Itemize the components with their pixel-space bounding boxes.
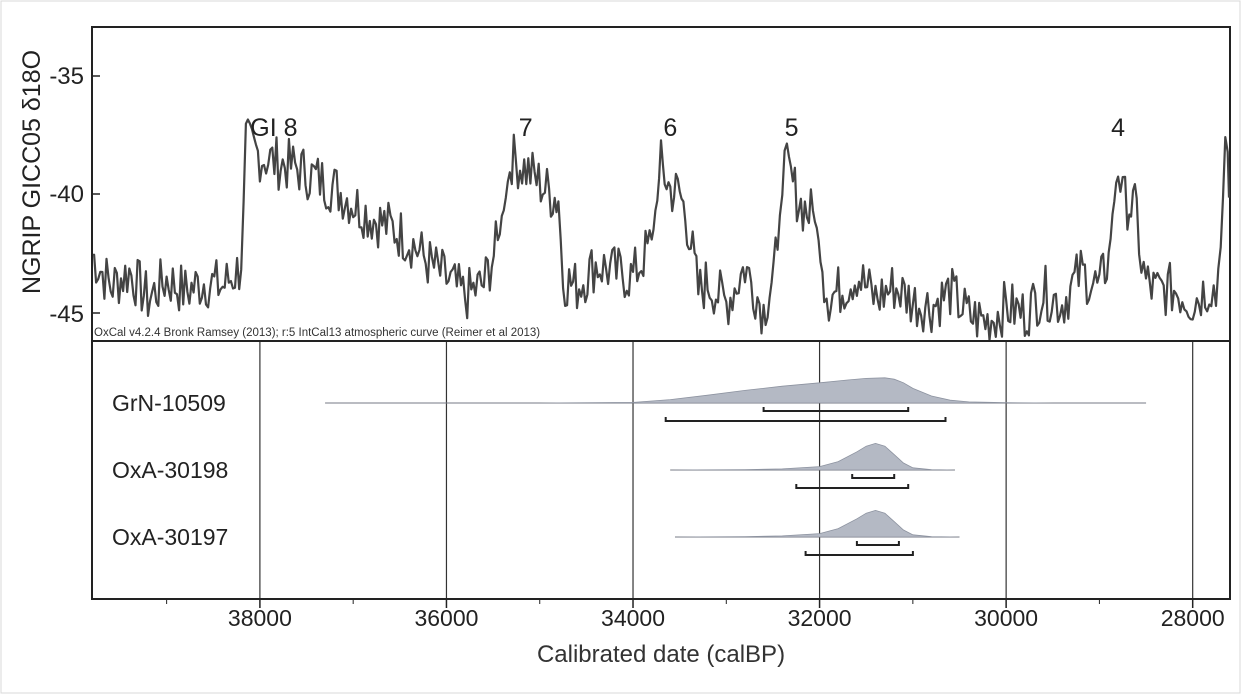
sample-oxa-30198: OxA-30198 [112, 442, 955, 489]
vertical-grid-lines [259, 341, 1194, 599]
y-tick-label: -45 [49, 301, 84, 328]
calibration-panel: GrN-10509 OxA-30198 OxA-30197 38000 36000 34… [91, 340, 1231, 668]
sample-label: OxA-30198 [112, 457, 228, 483]
probability-range-bracket [855, 541, 900, 546]
x-tick-label: 32000 [788, 605, 852, 631]
x-tick-label: 36000 [414, 605, 478, 631]
probability-range-bracket [851, 474, 896, 479]
probability-range-bracket [762, 407, 910, 412]
interstadial-label: 4 [1111, 114, 1125, 142]
interstadial-labels: GI 8 7 6 5 4 [250, 114, 1125, 142]
calibration-plot-frame [91, 340, 1231, 600]
probability-distribution [674, 509, 960, 538]
x-axis-label: Calibrated date (calBP) [537, 641, 785, 668]
probability-range-bracket [795, 484, 910, 489]
probability-range-bracket [804, 551, 914, 556]
ice-core-plot-frame [91, 26, 1231, 342]
sample-oxa-30197: OxA-30197 [112, 509, 960, 556]
oxcal-credit: OxCal v4.2.4 Bronk Ramsey (2013); r:5 In… [94, 327, 540, 339]
interstadial-label: 7 [519, 114, 533, 142]
probability-range-bracket [664, 417, 947, 422]
sample-grn-10509: GrN-10509 [112, 377, 1147, 422]
x-tick-label: 30000 [974, 605, 1038, 631]
ice-core-panel: -35 -40 -45 NGRIP GICC05 δ18O GI 8 7 6 5 4 O… [18, 26, 1231, 342]
sample-label: OxA-30197 [112, 524, 228, 550]
x-tick-label: 38000 [228, 605, 292, 631]
probability-distribution [325, 377, 1146, 404]
probability-distribution [670, 442, 955, 471]
y-tick-label: -35 [49, 63, 84, 90]
interstadial-label: 6 [663, 114, 677, 142]
sample-label: GrN-10509 [112, 390, 226, 416]
ice-core-line [92, 118, 1231, 342]
y-tick-label: -40 [49, 181, 84, 208]
x-tick-label: 34000 [601, 605, 665, 631]
x-tick-label: 28000 [1161, 605, 1225, 631]
interstadial-label: 5 [785, 114, 799, 142]
x-axis-ticks: 38000 36000 34000 32000 30000 28000 [166, 599, 1225, 631]
interstadial-label: GI 8 [250, 114, 297, 142]
ice-core-y-ticks: -35 -40 -45 [49, 63, 100, 328]
sample-distributions: GrN-10509 OxA-30198 OxA-30197 [112, 377, 1147, 556]
ice-core-y-axis-label: NGRIP GICC05 δ18O [18, 50, 46, 294]
ice-core-series [92, 118, 1231, 342]
